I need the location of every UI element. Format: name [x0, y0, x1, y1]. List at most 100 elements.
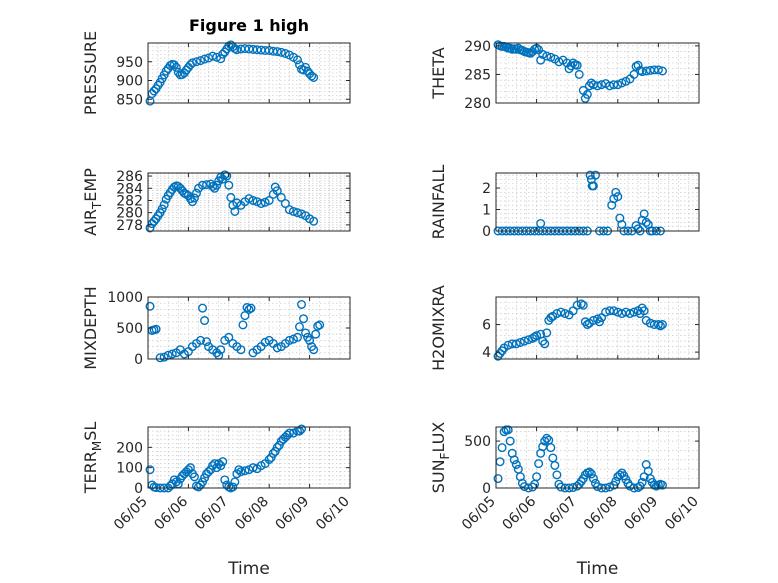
x-tick-label: 06/10 [662, 494, 702, 534]
data-point [546, 52, 556, 62]
data-point [653, 65, 663, 75]
y-tick-label: 950 [116, 55, 143, 71]
data-point [532, 472, 542, 482]
data-point [590, 170, 600, 180]
data-point [169, 182, 179, 192]
data-point [497, 443, 507, 453]
data-point [509, 455, 519, 465]
data-point [493, 474, 503, 484]
series-terr_msl [145, 424, 307, 493]
data-point [212, 180, 222, 190]
data-point [159, 200, 169, 210]
data-point [582, 89, 592, 99]
data-point [609, 80, 619, 90]
data-point [605, 306, 615, 316]
data-point [248, 463, 258, 473]
data-point [222, 171, 232, 181]
data-point [208, 181, 218, 191]
panel-terr_msl: 0 100 200 TERRMSL 06/05 06/06 06/07 06/08 06/09 0… [81, 422, 353, 579]
data-point [532, 331, 542, 341]
data-point [629, 307, 639, 317]
y-tick-label: 6 [482, 318, 491, 334]
data-point [625, 309, 635, 319]
data-point [542, 328, 552, 338]
x-tick-label: 06/09 [273, 494, 313, 534]
data-point [189, 472, 199, 482]
data-point [613, 80, 623, 90]
series-sun_flux [493, 425, 667, 493]
data-point [503, 340, 513, 350]
data-point [145, 465, 155, 475]
data-point [216, 54, 226, 64]
y-tick-label: 0 [134, 352, 143, 368]
x-tick-label: 06/08 [232, 494, 272, 534]
data-point [236, 345, 246, 355]
y-tick-label: 284 [116, 181, 143, 197]
data-point [311, 329, 321, 339]
y-tick-label: 282 [116, 193, 143, 209]
panel-pressure: 850 900 950 PRESSURE [81, 31, 351, 115]
data-point [280, 49, 290, 59]
data-point [637, 477, 647, 487]
x-tick-label: 06/10 [313, 494, 353, 534]
y-tick-label: 2 [482, 181, 491, 197]
panel-theta: 280 285 290 THETA [429, 39, 700, 112]
gridlines [495, 296, 700, 359]
data-point [309, 216, 319, 226]
data-point [151, 324, 161, 334]
data-point [313, 321, 323, 331]
data-point [272, 343, 282, 353]
data-point [576, 299, 586, 309]
y-tick-label: 850 [116, 92, 143, 108]
data-point [601, 307, 611, 317]
data-point [202, 337, 212, 347]
data-point [503, 425, 513, 435]
data-point [246, 303, 256, 313]
data-point [220, 475, 230, 485]
data-point [155, 353, 165, 363]
data-point [236, 467, 246, 477]
y-tick-label: 500 [464, 434, 491, 450]
y-tick-label: 1 [482, 203, 491, 219]
y-tick-label: 200 [116, 440, 143, 456]
gridlines [147, 173, 351, 231]
x-axis-label: Time [576, 559, 619, 579]
series-air_temp [145, 170, 319, 233]
series-theta [493, 40, 667, 103]
axes-box [495, 172, 700, 232]
data-point [629, 69, 639, 79]
data-point [519, 336, 529, 346]
data-point [171, 62, 181, 72]
data-point [609, 306, 619, 316]
data-point [256, 199, 266, 209]
y-tick-label: 286 [116, 169, 143, 185]
data-point [284, 428, 294, 438]
chart-title: Figure 1 high [189, 16, 309, 35]
y-axis-label: PRESSURE [81, 31, 100, 115]
data-point [542, 51, 552, 61]
data-point [248, 195, 258, 205]
x-tick-label: 06/06 [500, 493, 540, 533]
data-point [218, 457, 228, 467]
data-point [538, 49, 548, 59]
data-point [185, 463, 195, 473]
x-tick-label: 06/09 [621, 494, 661, 534]
data-point [507, 339, 517, 349]
data-point [546, 313, 556, 323]
data-point [305, 335, 315, 345]
data-point [633, 60, 643, 70]
data-point [593, 482, 603, 492]
data-point [238, 320, 248, 330]
data-point [560, 309, 570, 319]
x-tick-label: 06/05 [459, 494, 499, 534]
data-point [511, 460, 521, 470]
data-point [216, 345, 226, 355]
data-point [292, 332, 302, 342]
data-point [536, 218, 546, 228]
data-point [224, 180, 234, 190]
data-point [242, 303, 252, 313]
data-point [546, 443, 556, 453]
data-point [224, 332, 234, 342]
